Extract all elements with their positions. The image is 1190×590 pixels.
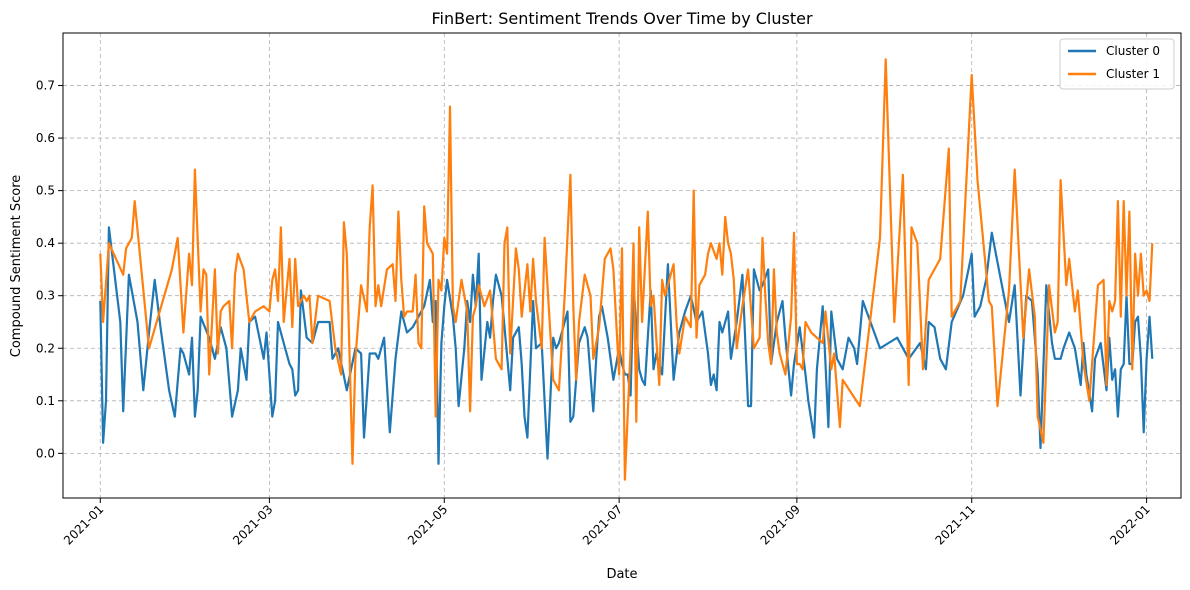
- y-axis-label: Compound Sentiment Score: [9, 175, 24, 358]
- legend-label-cluster-1: Cluster 1: [1106, 67, 1160, 81]
- x-tick-label: 2021-03: [230, 502, 275, 547]
- y-tick-label: 0.3: [36, 289, 55, 303]
- x-tick-label: 2022-01: [1107, 502, 1152, 547]
- x-tick-label: 2021-11: [933, 502, 978, 547]
- y-tick-label: 0.7: [36, 79, 55, 93]
- series-line-cluster-1: [99, 58, 1154, 481]
- legend-label-cluster-0: Cluster 0: [1106, 44, 1160, 58]
- x-tick-label: 2021-07: [580, 502, 625, 547]
- y-axis: 0.0 0.1 0.2 0.3 0.4 0.5 0.6 0.7: [36, 79, 63, 460]
- x-axis: 2021-01 2021-03 2021-05 2021-07 2021-09 2021-…: [61, 498, 1153, 548]
- y-tick-label: 0.0: [36, 446, 55, 460]
- y-tick-label: 0.4: [36, 236, 55, 250]
- y-tick-label: 0.1: [36, 394, 55, 408]
- series-line-cluster-0: [99, 226, 1154, 465]
- y-tick-label: 0.2: [36, 341, 55, 355]
- y-tick-label: 0.6: [36, 131, 55, 145]
- chart-title: FinBert: Sentiment Trends Over Time by C…: [431, 9, 813, 28]
- x-axis-label: Date: [606, 567, 637, 582]
- x-tick-label: 2021-01: [61, 502, 106, 547]
- x-tick-label: 2021-05: [405, 502, 450, 547]
- legend: Cluster 0 Cluster 1: [1059, 38, 1175, 90]
- x-tick-label: 2021-09: [758, 502, 803, 547]
- y-tick-label: 0.5: [36, 184, 55, 198]
- series-group: [99, 58, 1154, 481]
- plot-frame: [62, 32, 1182, 499]
